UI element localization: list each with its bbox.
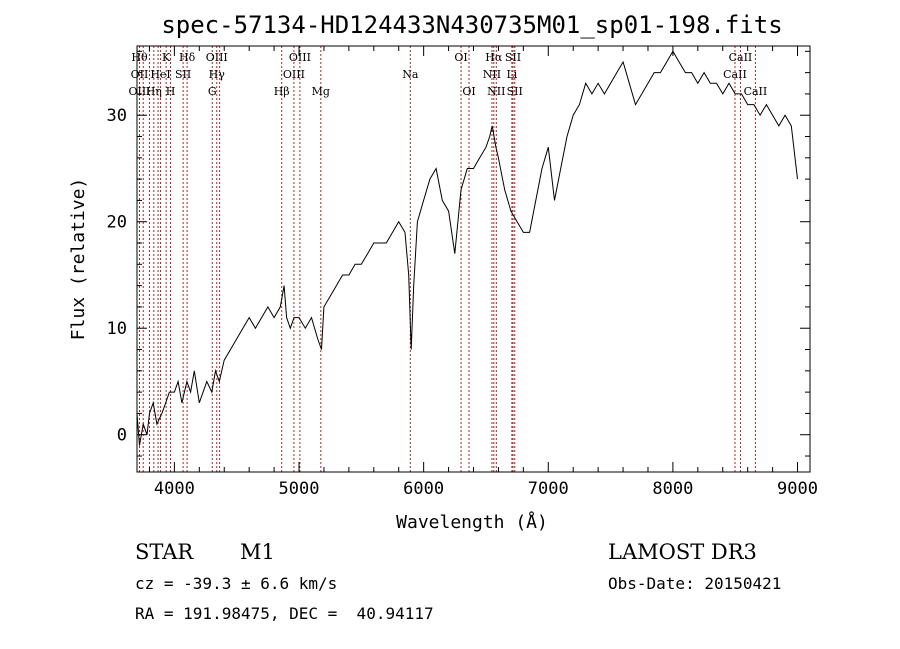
coordinates: RA = 191.98475, DEC = 40.94117	[135, 604, 434, 623]
line-label: Hη	[146, 85, 162, 98]
line-label: K	[162, 51, 171, 64]
line-label: HeI	[150, 68, 170, 81]
line-label: Hα	[485, 51, 503, 64]
line-label: H	[166, 85, 176, 98]
object-class: STAR	[135, 540, 194, 564]
x-axis-ticks: 4000 5000 6000 7000 8000 9000	[148, 46, 818, 499]
y-tick-label: 30	[107, 106, 127, 126]
spectral-line-markers	[138, 46, 756, 472]
line-label: Mg	[312, 85, 330, 98]
line-label: SII	[507, 85, 523, 98]
line-label: OI	[454, 51, 467, 64]
x-tick-label: 9000	[777, 479, 818, 499]
y-axis-label: Flux (relative)	[68, 178, 89, 341]
y-tick-label: 0	[117, 426, 127, 446]
chart-title: spec-57134-HD124433N430735M01_sp01-198.f…	[161, 11, 782, 39]
object-subclass: M1	[240, 540, 275, 564]
line-label: Li	[506, 68, 517, 81]
x-tick-label: 8000	[652, 479, 693, 499]
plot-frame	[136, 45, 811, 473]
obs-date: Obs-Date: 20150421	[608, 574, 782, 593]
y-axis-ticks: 0 10 20 30	[107, 50, 810, 457]
line-label: OII	[131, 68, 149, 81]
line-label: SII	[175, 68, 191, 81]
spectral-line-labels: HθOIIOIIIHηHeIKHSIIHδGOIIIHγHβOIIIOIIIMg…	[128, 51, 767, 98]
line-label: OI	[462, 85, 475, 98]
line-label: Hδ	[179, 51, 196, 64]
line-label: CaII	[723, 68, 747, 81]
line-label: OIII	[289, 51, 311, 64]
line-label: OIII	[283, 68, 305, 81]
redshift-text: cz = -39.3 ± 6.6 km/s	[135, 574, 338, 593]
line-label: NII	[487, 85, 505, 98]
line-label: SII	[505, 51, 521, 64]
x-axis-label: Wavelength (Å)	[396, 511, 548, 533]
line-label: Hγ	[209, 68, 226, 81]
y-tick-label: 10	[107, 319, 127, 339]
line-label: Hβ	[274, 85, 290, 98]
line-label: NII	[483, 68, 501, 81]
x-tick-label: 6000	[403, 479, 444, 499]
survey-name: LAMOST DR3	[608, 540, 757, 564]
x-tick-label: 5000	[279, 479, 320, 499]
line-label: Hθ	[131, 51, 148, 64]
spectrum-line	[136, 50, 798, 446]
line-label: OIII	[206, 51, 228, 64]
line-label: G	[208, 85, 217, 98]
line-label: Na	[402, 68, 419, 81]
line-label: CaII	[744, 85, 768, 98]
x-tick-label: 4000	[154, 479, 195, 499]
line-label: OIII	[128, 85, 150, 98]
y-tick-label: 20	[107, 213, 127, 233]
line-label: CaII	[729, 51, 753, 64]
x-tick-label: 7000	[528, 479, 569, 499]
